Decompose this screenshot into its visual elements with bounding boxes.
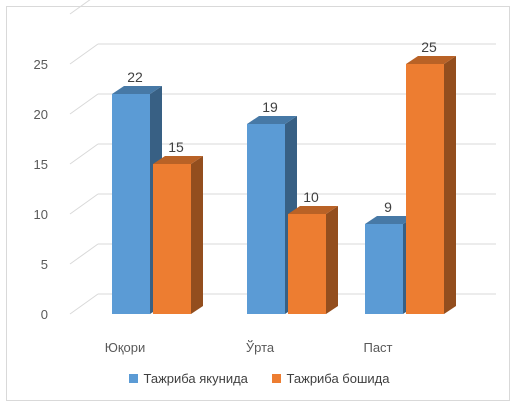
gridline-depth xyxy=(69,143,99,165)
y-tick-label: 25 xyxy=(34,57,48,72)
bar xyxy=(112,94,150,314)
gridline-depth xyxy=(69,193,99,215)
y-tick-label: 0 xyxy=(41,307,48,322)
bar xyxy=(365,224,403,314)
x-tick-label: Юқори xyxy=(105,340,146,355)
bar-top xyxy=(365,216,415,224)
bar xyxy=(406,64,444,314)
data-label: 19 xyxy=(262,99,278,115)
y-tick-label: 15 xyxy=(34,157,48,172)
bar-top xyxy=(112,86,162,94)
x-tick-label: Ўрта xyxy=(246,340,275,355)
legend-item-series-2: Тажриба бошида xyxy=(271,371,390,386)
data-label: 9 xyxy=(384,199,392,215)
bar-side xyxy=(444,56,456,314)
bar-top xyxy=(247,116,297,124)
y-tick-label: 20 xyxy=(34,107,48,122)
data-label: 22 xyxy=(127,69,143,85)
bar-top xyxy=(153,156,203,164)
bar xyxy=(247,124,285,314)
legend-swatch-series-1 xyxy=(128,374,138,383)
data-label: 10 xyxy=(303,189,319,205)
y-tick-label: 5 xyxy=(41,257,48,272)
legend-label-series-2: Тажриба бошида xyxy=(286,371,390,386)
legend-label-series-1: Тажриба якунида xyxy=(143,371,248,386)
bar-side xyxy=(326,206,338,314)
bar-top xyxy=(406,56,456,64)
gridline-depth xyxy=(69,243,99,265)
x-tick-label: Паст xyxy=(363,340,392,355)
legend-swatch-series-2 xyxy=(271,374,281,383)
data-label: 15 xyxy=(168,139,184,155)
gridline-depth xyxy=(69,93,99,115)
gridline-depth xyxy=(69,43,99,65)
gridline-depth xyxy=(69,0,91,15)
bar xyxy=(288,214,326,314)
data-label: 25 xyxy=(421,39,437,55)
legend-item-series-1: Тажриба якунида xyxy=(128,371,248,386)
bar-top xyxy=(288,206,338,214)
bar-side xyxy=(191,156,203,314)
bar xyxy=(153,164,191,314)
chart-legend: Тажриба якунида Тажриба бошида xyxy=(0,371,518,386)
y-tick-label: 10 xyxy=(34,207,48,222)
gridline-depth xyxy=(69,293,99,315)
